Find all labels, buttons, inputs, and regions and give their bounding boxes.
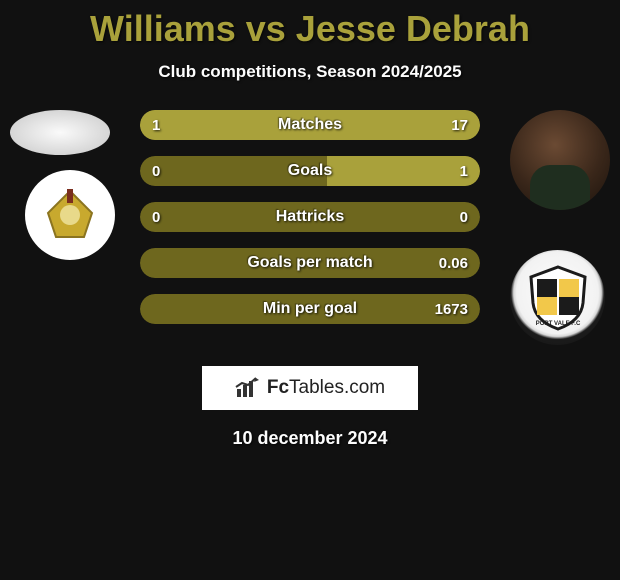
comparison-area: PORT VALE F.C Matches117Goals01Hattricks… (0, 110, 620, 360)
club-right-badge: PORT VALE F.C (510, 250, 605, 345)
stat-label: Min per goal (140, 294, 480, 324)
stat-value-right: 1 (460, 156, 468, 186)
club-left-badge (25, 170, 115, 260)
stat-value-left: 0 (152, 156, 160, 186)
stat-value-right: 17 (451, 110, 468, 140)
stat-label: Goals per match (140, 248, 480, 278)
stat-label: Goals (140, 156, 480, 186)
stat-value-left: 0 (152, 202, 160, 232)
club-left-icon (40, 185, 100, 245)
stat-row: Matches1 17 (140, 110, 480, 140)
brand-text: FcTables.com (267, 377, 385, 399)
club-right-icon: PORT VALE F.C (523, 263, 593, 333)
date-text: 10 december 2024 (0, 428, 620, 449)
chart-icon (235, 377, 261, 399)
stat-bars: Matches117Goals01Hattricks00Goals per ma… (140, 110, 480, 340)
stat-row: Goals0 1 (140, 156, 480, 186)
brand-box: FcTables.com (202, 366, 418, 410)
stat-value-right: 1673 (435, 294, 468, 324)
stat-label: Matches (140, 110, 480, 140)
stat-label: Hattricks (140, 202, 480, 232)
player-left-avatar (10, 110, 110, 155)
page-title: Williams vs Jesse Debrah (0, 0, 620, 50)
player-right-avatar (510, 110, 610, 210)
stat-value-right: 0 (460, 202, 468, 232)
subtitle: Club competitions, Season 2024/2025 (0, 62, 620, 82)
stat-value-right: 0.06 (439, 248, 468, 278)
stat-row: Hattricks0 0 (140, 202, 480, 232)
stat-value-left: 1 (152, 110, 160, 140)
stat-row: Goals per match0.06 (140, 248, 480, 278)
stat-row: Min per goal1673 (140, 294, 480, 324)
svg-text:PORT VALE F.C: PORT VALE F.C (535, 321, 580, 327)
